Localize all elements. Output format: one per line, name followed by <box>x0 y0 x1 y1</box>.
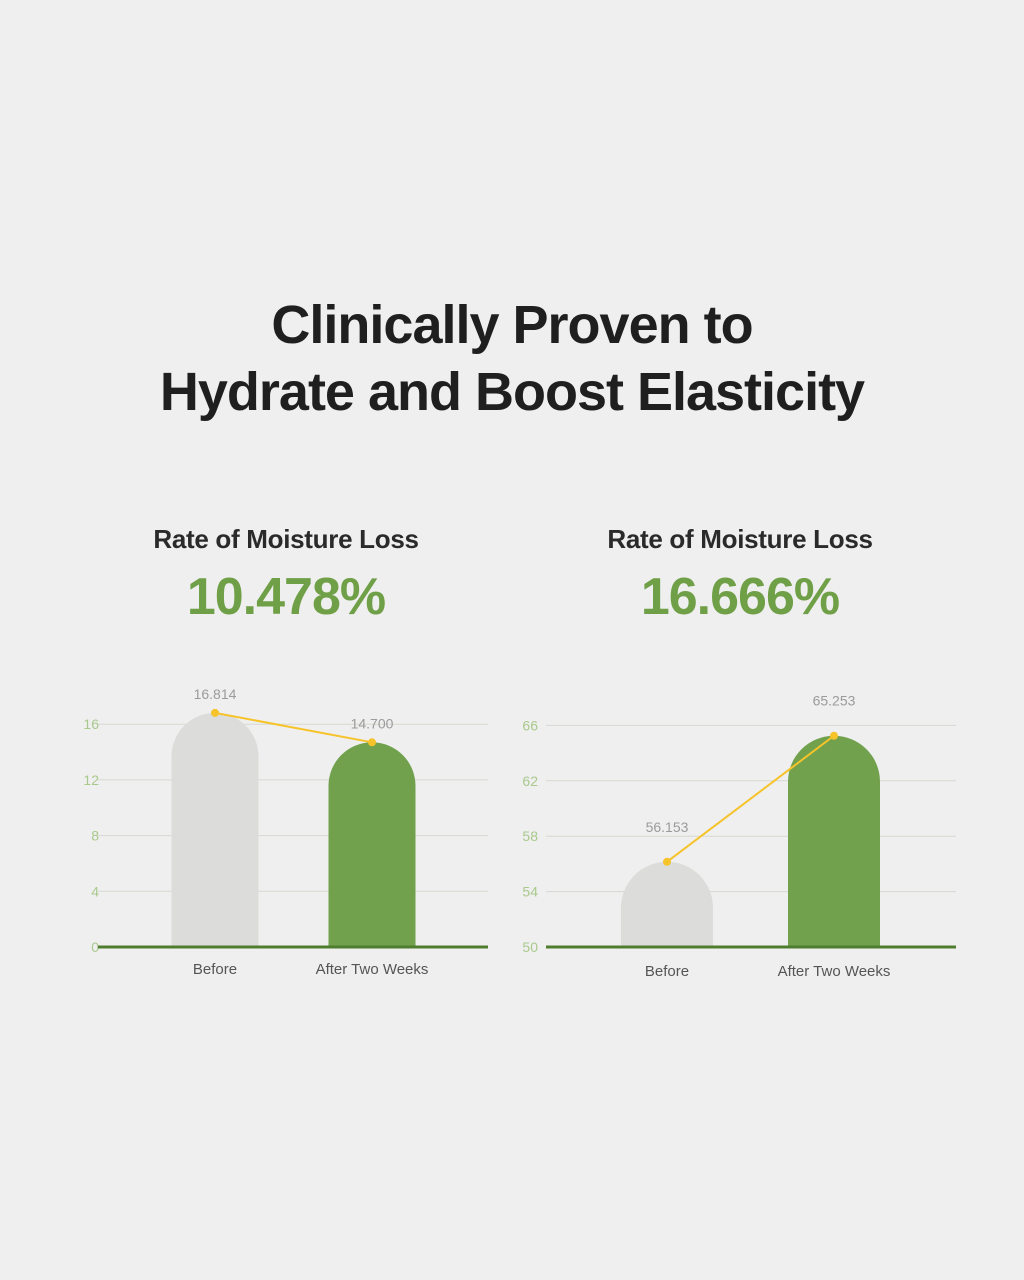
chart-1: 0 4 8 12 16 Before After Two Weeks 16.814 14.700 <box>83 686 488 978</box>
bar-before <box>621 861 713 947</box>
value-label: 16.814 <box>194 686 237 702</box>
y-tick-label: 66 <box>522 717 538 733</box>
bar-after-two-weeks <box>788 735 880 947</box>
headline-line-1: Clinically Proven to <box>271 295 753 355</box>
bar-before <box>171 712 259 947</box>
chart-1-stat: 10.478% <box>186 568 386 626</box>
y-tick-label: 4 <box>91 883 99 899</box>
y-tick-label: 58 <box>522 828 538 844</box>
y-tick-label: 8 <box>91 828 99 844</box>
trend-line <box>214 711 373 744</box>
x-category-label: Before <box>645 963 689 980</box>
trend-point <box>368 738 376 747</box>
value-label: 65.253 <box>813 693 856 709</box>
value-label: 56.153 <box>646 819 689 835</box>
y-tick-label: 54 <box>522 884 538 900</box>
chart-2: 50 54 58 62 66 Before After Two Weeks 56.153 65.… <box>522 693 956 980</box>
y-tick-label: 0 <box>91 939 99 955</box>
trend-point <box>211 708 219 717</box>
headline-line-2: Hydrate and Boost Elasticity <box>159 362 865 422</box>
bar-after-two-weeks <box>328 742 416 947</box>
y-tick-label: 50 <box>522 939 538 955</box>
y-tick-label: 16 <box>83 716 99 732</box>
trend-point <box>830 731 838 740</box>
page-headline: Clinically Proven to Hydrate and Boost E… <box>0 292 1024 426</box>
chart-2-stat: 16.666% <box>640 568 840 626</box>
value-label: 14.700 <box>351 715 394 731</box>
y-tick-label: 12 <box>83 772 99 788</box>
chart-1-title: Rate of Moisture Loss <box>153 524 419 554</box>
y-tick-label: 62 <box>522 773 538 789</box>
x-category-label: After Two Weeks <box>778 963 891 980</box>
trend-line <box>666 734 835 863</box>
x-category-label: Before <box>193 961 237 978</box>
x-category-label: After Two Weeks <box>316 961 429 978</box>
trend-point <box>663 857 671 866</box>
chart-2-title: Rate of Moisture Loss <box>607 524 873 554</box>
